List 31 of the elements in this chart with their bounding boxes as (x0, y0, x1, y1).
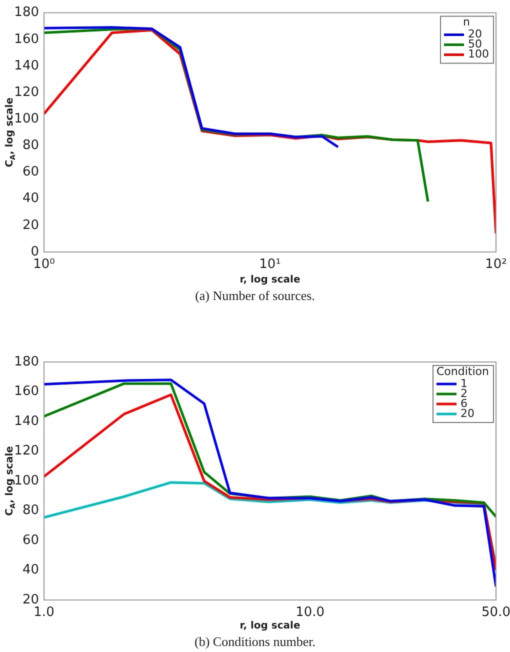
y-tick-label: 60 (22, 164, 39, 180)
y-tick-label: 140 (14, 414, 39, 429)
y-tick-label: 80 (22, 138, 39, 154)
x-tick-label: 10¹ (259, 256, 281, 272)
x-tick-label: 1.0 (34, 604, 54, 620)
y-tick-label: 20 (22, 218, 39, 233)
y-tick-label: 180 (14, 5, 39, 20)
x-tick-label: 10² (485, 256, 507, 272)
legend-title: n (463, 16, 470, 29)
y-tick-label: 140 (14, 58, 39, 74)
legend-title: Condition (436, 364, 490, 378)
y-tick-label: 100 (14, 111, 39, 126)
x-axis-title: r, log scale (240, 274, 300, 286)
y-tick-label: 60 (22, 532, 39, 548)
y-tick-label: 20 (22, 592, 39, 608)
y-tick-label: 80 (22, 503, 39, 518)
text: (a) Number of sources. (194, 288, 316, 305)
y-tick-label: 160 (14, 32, 39, 47)
x-tick-label: 10⁰ (33, 256, 55, 272)
y-tick-label: 40 (22, 562, 39, 578)
y-tick-label: 0 (30, 244, 39, 260)
y-tick-label: 160 (14, 384, 39, 400)
x-tick-label: 50.0 (482, 604, 510, 620)
y-tick-label: 120 (14, 444, 39, 459)
y-tick-label: 100 (14, 473, 39, 488)
text: (b) Conditions number. (194, 634, 316, 651)
x-tick-label: 10.0 (296, 604, 325, 620)
x-axis-title: r, log scale (240, 620, 300, 632)
y-tick-label: 120 (14, 84, 39, 100)
y-tick-label: 180 (14, 354, 39, 370)
y-tick-label: 40 (22, 191, 39, 206)
